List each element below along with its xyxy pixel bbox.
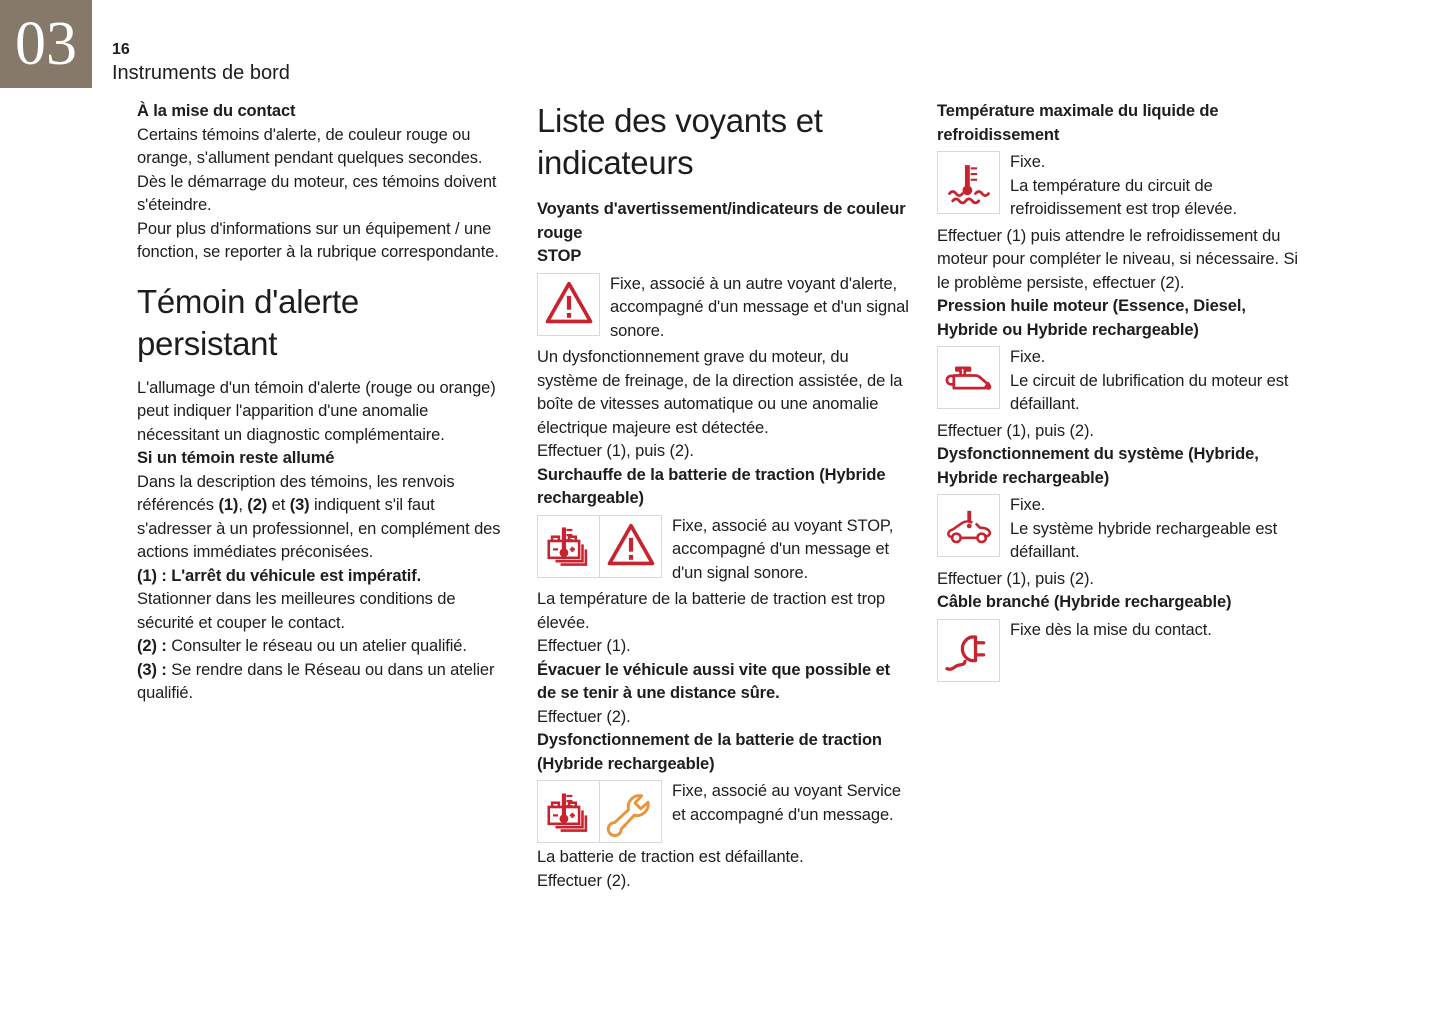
note-3-ref: (3) : xyxy=(137,660,172,679)
reference-1: (1) xyxy=(218,496,239,514)
paragraph: Effectuer (2). xyxy=(537,707,631,726)
text-segment: et xyxy=(267,496,290,514)
lamp-title-cable-connected: Câble branché (Hybride rechargeable) xyxy=(937,593,1232,611)
paragraph: La batterie de traction est défaillante. xyxy=(537,848,804,866)
lamp-description: Fixe, associé à un autre voyant d'alerte… xyxy=(610,274,909,340)
text-segment: indiquent s'il faut s'adresser à un prof… xyxy=(137,496,501,561)
reference-3: (3) xyxy=(289,496,310,514)
wrench-service-icon xyxy=(599,780,662,843)
lamp-state: Fixe. xyxy=(1010,153,1046,171)
note-1-title: (1) : L'arrêt du véhicule est impératif. xyxy=(137,566,422,585)
page-header: 16 Instruments de bord xyxy=(112,40,290,88)
lamp-title-traction-fault: Dysfonctionnement de la batterie de trac… xyxy=(537,731,882,773)
paragraph: Certains témoins d'alerte, de couleur ro… xyxy=(137,125,497,215)
paragraph: Effectuer (2). xyxy=(537,871,631,890)
lamp-title-coolant: Température maximale du liquide de refro… xyxy=(937,102,1219,144)
lamp-state: Fixe. xyxy=(1010,496,1046,514)
coolant-row: Fixe. La température du circuit de refro… xyxy=(937,151,1305,222)
traction-battery-temperature-icon xyxy=(537,514,600,578)
paragraph: Pour plus d'informations sur un équipeme… xyxy=(137,219,499,262)
lamp-title-hybrid-fault: Dysfonctionnement du système (Hybride, H… xyxy=(937,445,1259,487)
traction-battery-temperature-icon xyxy=(537,780,600,843)
paragraph: Un dysfonctionnement grave du moteur, du… xyxy=(537,348,903,437)
lamp-description: Fixe dès la mise du contact. xyxy=(1010,620,1212,639)
traction-fault-row: Fixe, associé au voyant Service et accom… xyxy=(537,780,913,843)
subsection-title: Voyants d'avertissement/indicateurs de c… xyxy=(537,200,906,242)
note-2-ref: (2) : xyxy=(137,637,172,655)
warning-triangle-icon xyxy=(537,272,600,336)
note-1-text: Stationner dans les meilleures condition… xyxy=(137,590,456,632)
lamp-description: Fixe, associé au voyant STOP, accompagné… xyxy=(672,516,894,582)
page-number: 16 xyxy=(112,41,130,58)
paragraph: Effectuer (1), puis (2). xyxy=(937,421,1094,440)
lamp-description: Fixe, associé au voyant Service et accom… xyxy=(672,782,901,824)
paragraph: Effectuer (1) puis attendre le refroidis… xyxy=(937,226,1298,292)
note-2: (2) : Consulter le réseau ou un atelier … xyxy=(137,635,505,659)
lamp-description: Fixe. La température du circuit de refro… xyxy=(1010,151,1305,222)
chapter-badge: 03 xyxy=(0,0,92,88)
engine-oil-pressure-icon xyxy=(937,346,1000,409)
evacuate-warning: Évacuer le véhicule aussi vite que possi… xyxy=(537,660,891,703)
paragraph: La température de la batterie de tractio… xyxy=(537,590,886,632)
lamp-meaning: La température du circuit de refroidisse… xyxy=(1010,176,1237,219)
heading-persistent-warning: Témoin d'alerte persistant xyxy=(137,282,359,362)
reference-2: (2) xyxy=(247,496,268,514)
chapter-number: 03 xyxy=(15,10,77,78)
charging-cable-plug-icon xyxy=(937,618,1000,682)
text-segment: Dans la description des témoins, les ren… xyxy=(137,472,455,515)
paragraph: Effectuer (1), puis (2). xyxy=(937,569,1094,588)
lamp-meaning: Le circuit de lubrification du moteur es… xyxy=(1010,371,1289,414)
lamp-title-oil-pressure: Pression huile moteur (Essence, Diesel, … xyxy=(937,297,1246,339)
hybrid-system-fault-car-icon xyxy=(937,494,1000,557)
warning-triangle-icon xyxy=(599,514,662,578)
coolant-temperature-icon xyxy=(937,151,1000,214)
lamp-meaning: Le système hybride rechargeable est défa… xyxy=(1010,519,1278,562)
hybrid-fault-row: Fixe. Le système hybride rechargeable es… xyxy=(937,494,1305,565)
section-title: Instruments de bord xyxy=(112,62,290,85)
column-engine-warnings: Température maximale du liquide de refro… xyxy=(937,100,1305,685)
oil-pressure-row: Fixe. Le circuit de lubrification du mot… xyxy=(937,346,1305,417)
note-3: (3) : Se rendre dans le Réseau ou dans u… xyxy=(137,659,505,706)
subsection-title: Si un témoin reste allumé xyxy=(137,449,335,467)
lamp-description: Fixe. Le système hybride rechargeable es… xyxy=(1010,494,1305,565)
lamp-state: Fixe. xyxy=(1010,348,1046,366)
text-segment: , xyxy=(238,496,248,514)
paragraph: L'allumage d'un témoin d'alerte (rouge o… xyxy=(137,378,496,444)
heading-warning-lamps-list: Liste des voyants et indicateurs xyxy=(537,102,823,181)
lamp-title-traction-overheat: Surchauffe de la batterie de traction (H… xyxy=(537,465,886,508)
note-3-text: Se rendre dans le Réseau ou dans un atel… xyxy=(137,660,495,703)
paragraph: Effectuer (1), puis (2). xyxy=(537,442,694,460)
column-red-warning-lamps: Liste des voyants et indicateurs Voyants… xyxy=(537,100,913,893)
note-2-text: Consulter le réseau ou un atelier qualif… xyxy=(171,637,467,655)
paragraph: Effectuer (1). xyxy=(537,637,631,655)
traction-overheat-row: Fixe, associé au voyant STOP, accompagné… xyxy=(537,514,913,586)
cable-connected-row: Fixe dès la mise du contact. xyxy=(937,618,1305,682)
stop-lamp-row: Fixe, associé à un autre voyant d'alerte… xyxy=(537,272,913,344)
column-ignition-warnings: À la mise du contact Certains témoins d'… xyxy=(137,100,505,706)
subsection-title: À la mise du contact xyxy=(137,102,296,120)
lamp-title-stop: STOP xyxy=(537,247,582,265)
lamp-description: Fixe. Le circuit de lubrification du mot… xyxy=(1010,346,1305,417)
paragraph-references: Dans la description des témoins, les ren… xyxy=(137,471,505,565)
